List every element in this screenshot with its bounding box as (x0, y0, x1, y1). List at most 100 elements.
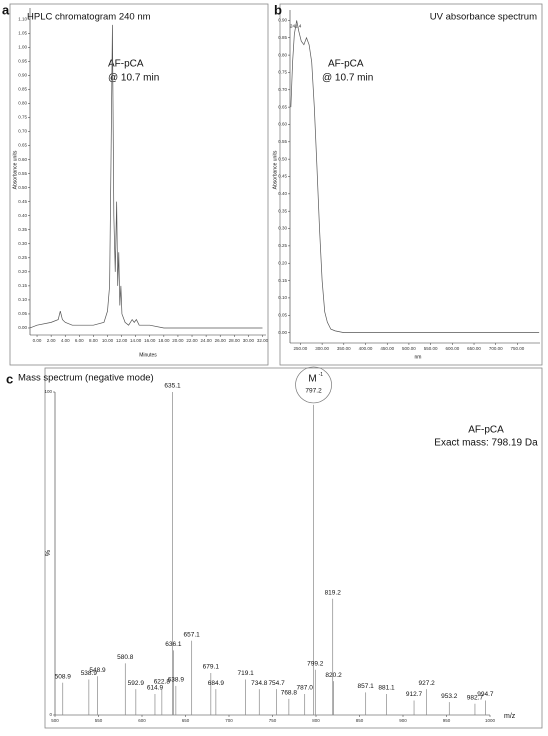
x-tick-label: 22.00 (186, 338, 198, 343)
peak-label: 797.2 (305, 388, 322, 395)
x-tick-label: 2.00 (47, 338, 56, 343)
y-tick-label: 0.25 (18, 255, 27, 260)
x-tick-label: 300.00 (315, 346, 329, 351)
y-tick-label: 0.70 (278, 87, 287, 92)
panel-a-frame (9, 3, 269, 366)
y-tick-label: 0.75 (278, 70, 287, 75)
x-tick-label: 500 (51, 718, 59, 723)
y-tick-label: 0.20 (278, 260, 287, 265)
annotation: AF-pCA (468, 425, 504, 436)
x-tick-label: 600.00 (445, 346, 459, 351)
y-tick-label: 0.85 (18, 87, 27, 92)
peak-label: 679.1 (203, 664, 220, 671)
x-tick-label: 24.00 (200, 338, 212, 343)
y-tick-label: 0.30 (18, 241, 27, 246)
peak-label: 994.7 (477, 691, 494, 698)
ion-label: M (308, 374, 316, 385)
peak-label: 953.2 (441, 693, 458, 700)
ion-charge: -1 (319, 372, 324, 378)
y-tick-label: 1.05 (18, 30, 27, 35)
x-tick-label: 650 (182, 718, 190, 723)
annotation: AF-pCA (328, 59, 364, 70)
peak-label: 799.2 (307, 660, 324, 667)
y-tick-label: 0.05 (278, 312, 287, 317)
x-tick-label: 30.00 (243, 338, 255, 343)
trace (290, 20, 540, 333)
y-axis-label: Absorbance units (272, 150, 278, 189)
peak-label: 592.9 (128, 680, 145, 687)
x-tick-label: 750 (269, 718, 277, 723)
x-tick-label: 550.00 (424, 346, 438, 351)
x-tick-label: 850 (356, 718, 364, 723)
x-tick-label: 700.00 (489, 346, 503, 351)
y-axis-label: Absorbance units (12, 150, 18, 189)
y-axis-label: % (43, 550, 50, 556)
peak-label: 927.2 (419, 680, 436, 687)
x-tick-label: 1000 (485, 718, 496, 723)
x-tick-label: 400.00 (359, 346, 373, 351)
y-tick-label: 0.15 (18, 283, 27, 288)
x-axis-label: Minutes (139, 352, 157, 358)
peak-label: 881.1 (378, 685, 395, 692)
y-tick-label: 0.90 (18, 73, 27, 78)
y-tick-label: 0.30 (278, 226, 287, 231)
x-tick-label: 18.00 (158, 338, 170, 343)
peak-label: 241.4 (290, 24, 302, 29)
y-tick-label: 0.60 (18, 157, 27, 162)
peak-label: 508.9 (55, 673, 72, 680)
peak-label: 622.8 (154, 678, 171, 685)
peak-label: 912.7 (406, 691, 423, 698)
x-tick-label: 500.00 (402, 346, 416, 351)
peak-label: 636.1 (165, 641, 182, 648)
panel-letter: a (2, 2, 10, 17)
y-tick-label: 0 (49, 712, 52, 717)
x-tick-label: 800 (312, 718, 320, 723)
y-tick-label: 0.80 (18, 101, 27, 106)
x-tick-label: 6.00 (75, 338, 84, 343)
x-tick-label: 650.00 (467, 346, 481, 351)
y-tick-label: 0.15 (278, 278, 287, 283)
peak-label: 787.0 (297, 685, 314, 692)
x-tick-label: 16.00 (144, 338, 156, 343)
x-axis-label: nm (415, 354, 422, 360)
peak-label: 857.1 (358, 683, 375, 690)
x-tick-label: 4.00 (61, 338, 70, 343)
x-tick-label: 32.00 (257, 338, 269, 343)
panel-letter: c (6, 371, 13, 386)
x-tick-label: 750.00 (511, 346, 525, 351)
annotation: AF-pCA (108, 59, 144, 70)
y-tick-label: 1.00 (18, 44, 27, 49)
y-tick-label: 0.90 (278, 18, 287, 23)
y-tick-label: 0.85 (278, 35, 287, 40)
y-tick-label: 1.10 (18, 16, 27, 21)
y-tick-label: 0.10 (278, 295, 287, 300)
y-tick-label: 0.50 (18, 185, 27, 190)
x-tick-label: 12.00 (116, 338, 128, 343)
y-tick-label: 0.55 (18, 171, 27, 176)
peak-label: 820.2 (325, 672, 342, 679)
annotation: @ 10.7 min (108, 73, 159, 84)
peak-label: 657.1 (184, 631, 201, 638)
peak-label: 548.9 (89, 667, 106, 674)
y-tick-label: 0.35 (18, 227, 27, 232)
x-tick-label: 8.00 (89, 338, 98, 343)
x-tick-label: 350.00 (337, 346, 351, 351)
x-tick-label: 900 (399, 718, 407, 723)
y-tick-label: 0.70 (18, 129, 27, 134)
y-tick-label: 0.35 (278, 208, 287, 213)
panel-b-frame (279, 3, 543, 366)
x-tick-label: 950 (443, 718, 451, 723)
y-tick-label: 0.05 (18, 311, 27, 316)
x-tick-label: 26.00 (215, 338, 227, 343)
y-tick-label: 0.75 (18, 115, 27, 120)
x-tick-label: 28.00 (229, 338, 241, 343)
y-tick-label: 0.00 (18, 325, 27, 330)
trace (29, 24, 263, 329)
x-axis-label: m/z (504, 713, 516, 720)
annotation: @ 10.7 min (322, 73, 373, 84)
peak-label: 580.8 (117, 654, 134, 661)
y-tick-label: 0.55 (278, 139, 287, 144)
peak-label: 538.9 (81, 670, 98, 677)
y-tick-label: 0.65 (278, 104, 287, 109)
